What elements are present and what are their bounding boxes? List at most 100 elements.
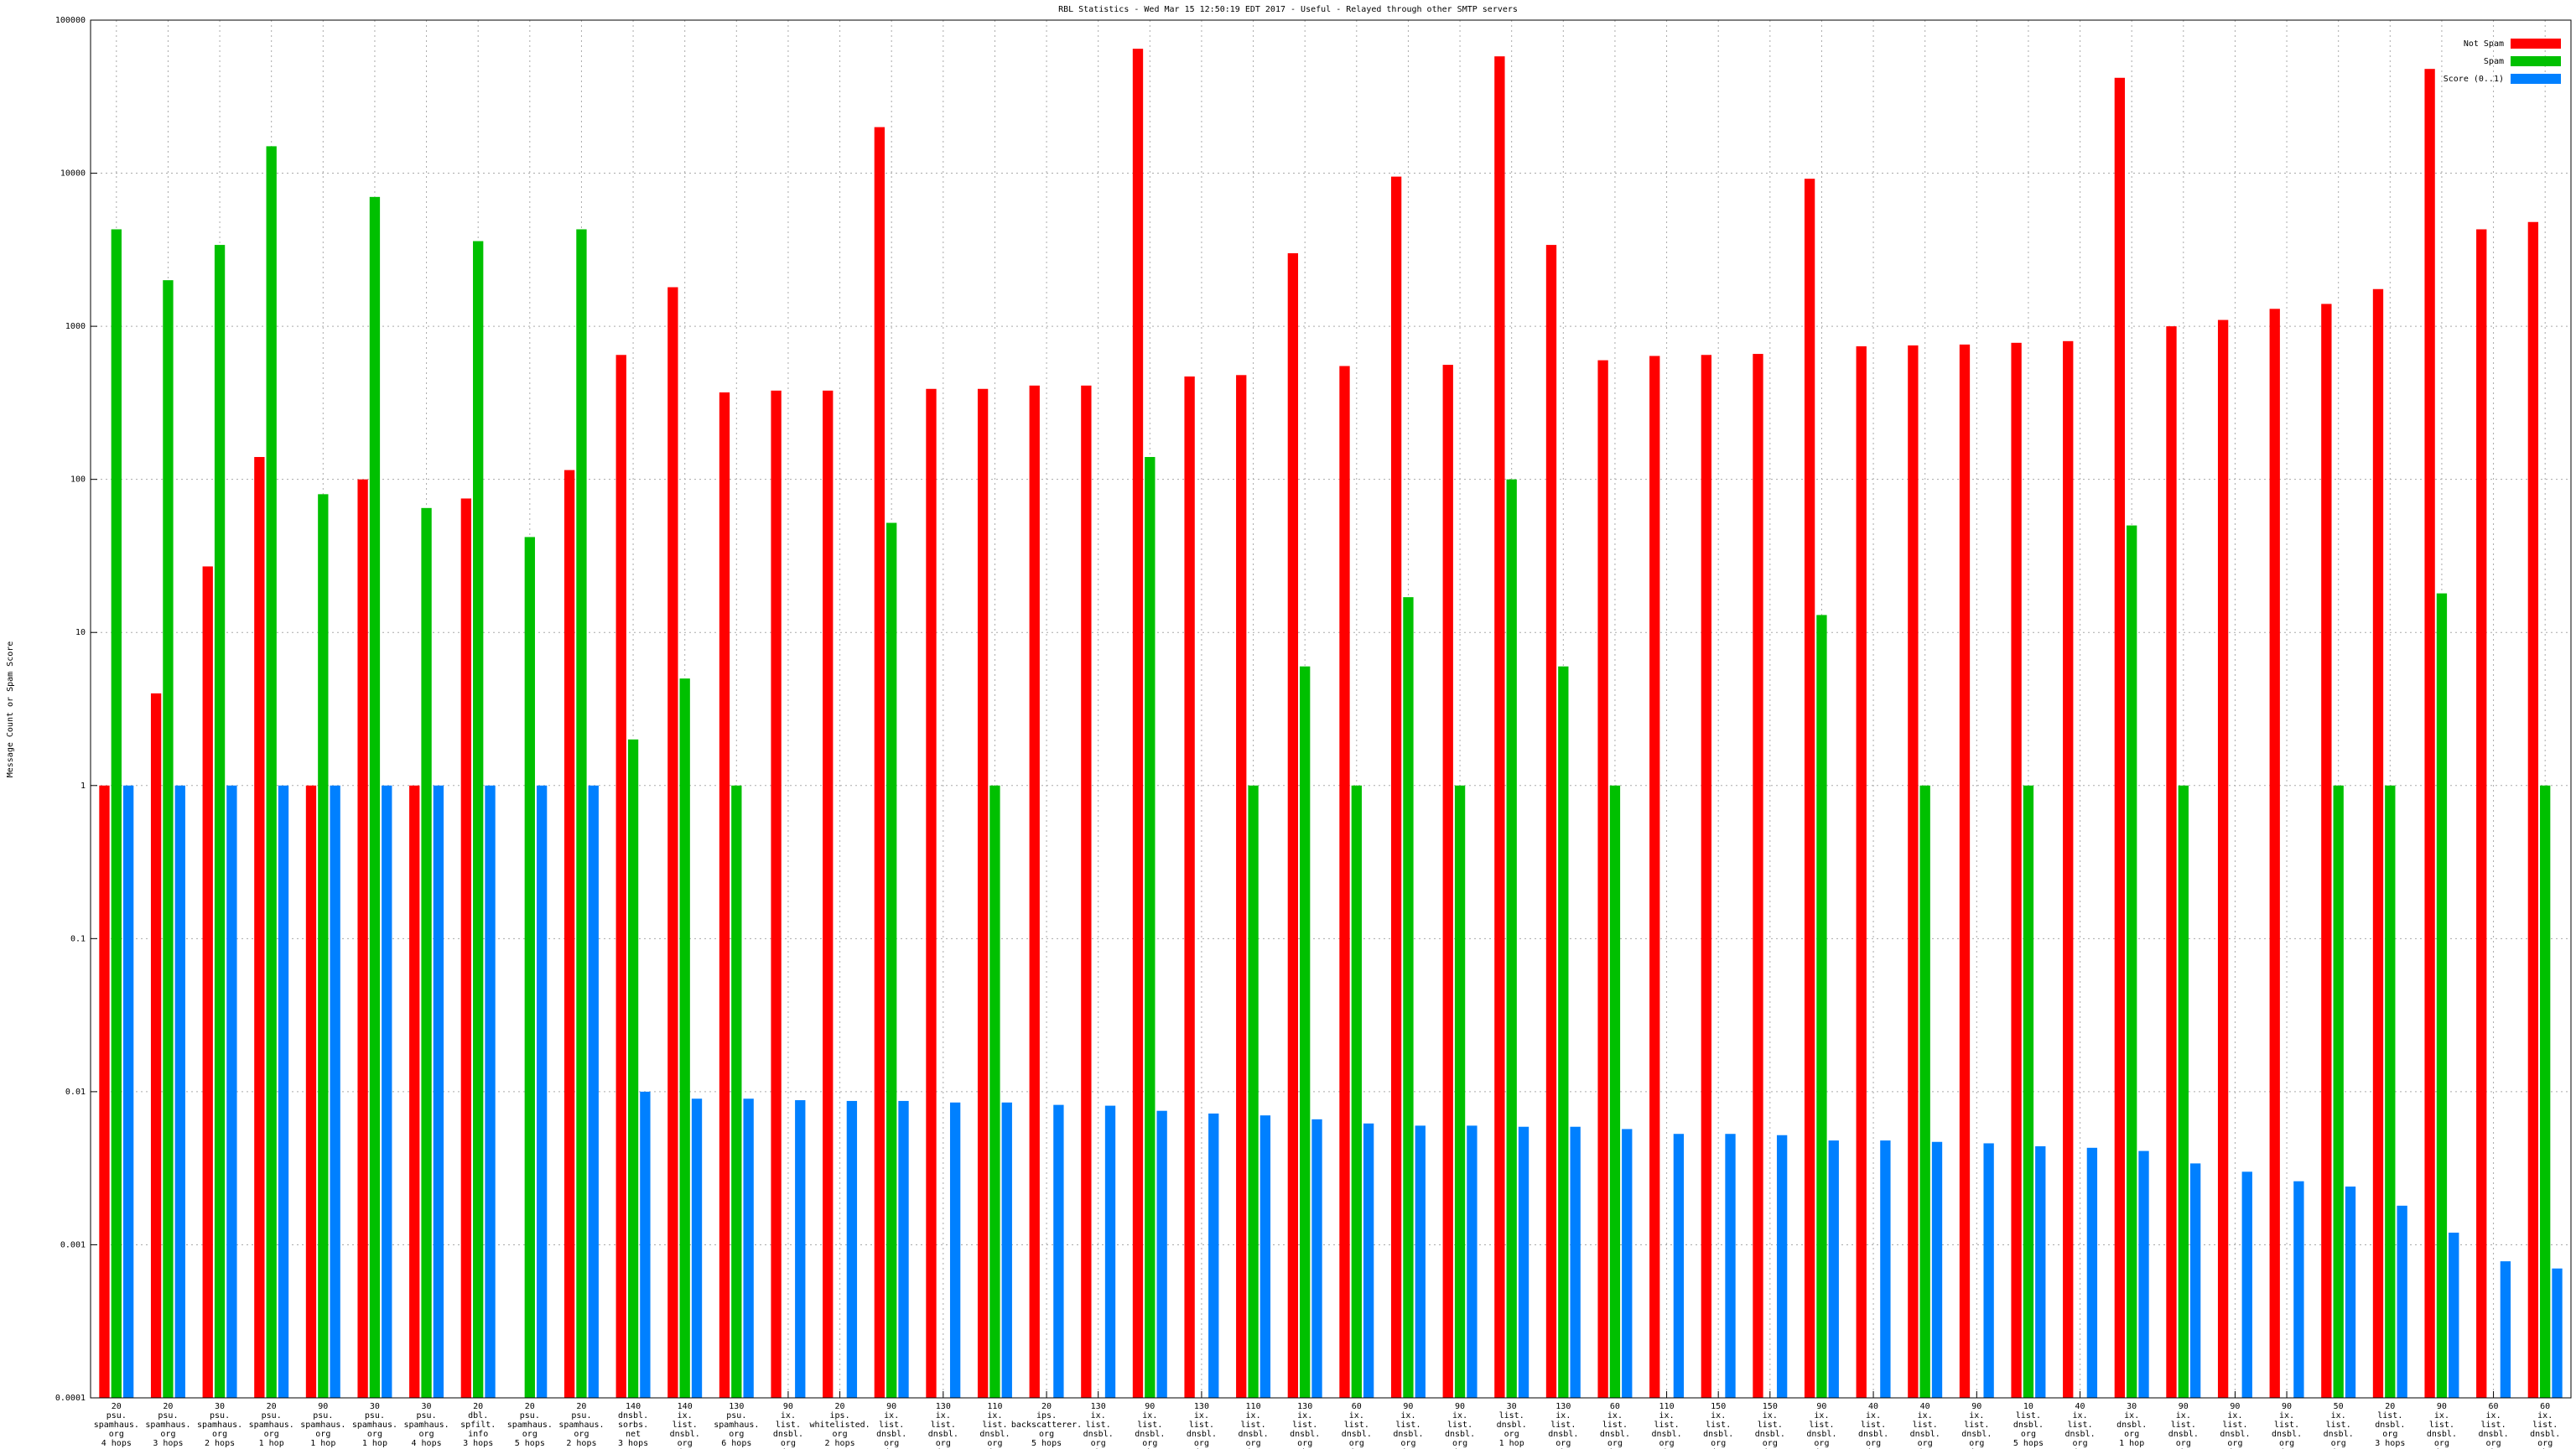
bar xyxy=(1558,666,1569,1398)
bar xyxy=(2424,69,2435,1399)
bar xyxy=(2189,1163,2201,1398)
x-tick-label: 20 ips. backscatterer. org 5 hops xyxy=(1011,1402,1082,1448)
bar xyxy=(2035,1145,2046,1398)
bar xyxy=(1828,1140,1839,1398)
bar xyxy=(1959,344,1971,1398)
bar xyxy=(719,392,730,1399)
bar xyxy=(1363,1123,1374,1398)
bar xyxy=(2011,342,2022,1399)
bar xyxy=(1609,785,1621,1398)
y-tick-label: 0.01 xyxy=(65,1088,86,1097)
bar xyxy=(1300,666,1311,1398)
bar xyxy=(926,388,937,1398)
bar xyxy=(357,479,368,1398)
bar xyxy=(1776,1135,1788,1398)
bar xyxy=(564,470,575,1398)
bar xyxy=(111,229,122,1399)
x-tick-label: 140 dnsbl. sorbs. net 3 hops xyxy=(618,1402,648,1448)
y-tick-label: 0.1 xyxy=(70,934,86,943)
bar xyxy=(433,785,444,1398)
bar xyxy=(2476,229,2487,1399)
x-tick-label: 30 psu. spamhaus. org 2 hops xyxy=(197,1402,242,1448)
bar xyxy=(1415,1125,1426,1398)
y-tick-label: 1000 xyxy=(65,322,86,331)
bar xyxy=(2397,1205,2407,1398)
bar xyxy=(150,693,162,1398)
bar xyxy=(2333,785,2344,1398)
bar xyxy=(369,196,381,1399)
x-tick-label: 10 list. dnsbl. org 5 hops xyxy=(2013,1402,2044,1448)
bar xyxy=(2321,304,2332,1399)
bar xyxy=(2138,1150,2149,1398)
bar xyxy=(2114,77,2126,1398)
bar xyxy=(1208,1113,1219,1398)
x-tick-label: 20 psu. spamhaus. org 5 hops xyxy=(507,1402,553,1448)
x-tick-label: 30 list. dnsbl. org 1 hop xyxy=(1497,1402,1527,1448)
plot-frame xyxy=(90,19,2572,1399)
bar xyxy=(2540,785,2551,1398)
bar xyxy=(989,785,1000,1398)
bar xyxy=(1701,355,1712,1398)
y-tick-label: 0.0001 xyxy=(55,1394,86,1403)
bar xyxy=(977,388,989,1398)
legend-label: Not Spam xyxy=(2464,39,2504,49)
chart-title: RBL Statistics - Wed Mar 15 12:50:19 EDT… xyxy=(1058,5,1518,14)
bar xyxy=(2372,288,2384,1398)
bar xyxy=(1856,345,1867,1398)
bar xyxy=(1880,1140,1891,1398)
legend-swatch xyxy=(2511,56,2561,66)
bar xyxy=(1506,479,1517,1398)
bar xyxy=(1259,1115,1271,1398)
y-tick-label: 100000 xyxy=(55,16,86,25)
x-tick-label: 20 psu. spamhaus. org 1 hop xyxy=(249,1402,294,1448)
y-tick-label: 1 xyxy=(80,782,86,791)
bar xyxy=(421,507,432,1399)
bar xyxy=(1184,376,1195,1399)
x-tick-label: 30 psu. spamhaus. org 4 hops xyxy=(403,1402,449,1448)
y-tick-label: 100 xyxy=(70,475,86,485)
bar xyxy=(949,1102,961,1398)
y-tick-label: 0.001 xyxy=(60,1240,86,1249)
bar xyxy=(226,785,237,1398)
bar xyxy=(2086,1147,2098,1398)
bar xyxy=(823,390,834,1398)
bar xyxy=(1287,253,1299,1398)
legend-swatch xyxy=(2511,39,2561,49)
legend-swatch xyxy=(2511,74,2561,84)
bar xyxy=(2127,525,2137,1398)
x-tick-label: 20 psu. spamhaus. org 3 hops xyxy=(145,1402,190,1448)
bar xyxy=(318,494,329,1398)
x-tick-label: 90 psu. spamhaus. org 1 hop xyxy=(300,1402,345,1448)
bar xyxy=(473,241,484,1399)
bar xyxy=(1339,366,1350,1399)
x-tick-label: 30 psu. spamhaus. org 1 hop xyxy=(352,1402,397,1448)
bar xyxy=(1494,56,1505,1399)
bar xyxy=(2436,593,2448,1398)
bar xyxy=(2166,326,2177,1399)
bar xyxy=(667,287,678,1398)
bar xyxy=(266,146,277,1398)
bar xyxy=(1804,179,1815,1399)
x-tick-label: 20 psu. spamhaus. org 2 hops xyxy=(558,1402,604,1448)
bar xyxy=(1931,1141,1943,1398)
bar xyxy=(1104,1105,1116,1398)
bar xyxy=(2385,785,2396,1398)
x-tick-label: 130 psu. spamhaus. org 6 hops xyxy=(714,1402,759,1448)
bar xyxy=(202,566,213,1398)
bar xyxy=(1908,345,1919,1398)
bar xyxy=(2269,309,2280,1399)
bar xyxy=(1467,1125,1478,1398)
bar xyxy=(2527,221,2539,1399)
bar xyxy=(2023,785,2034,1398)
